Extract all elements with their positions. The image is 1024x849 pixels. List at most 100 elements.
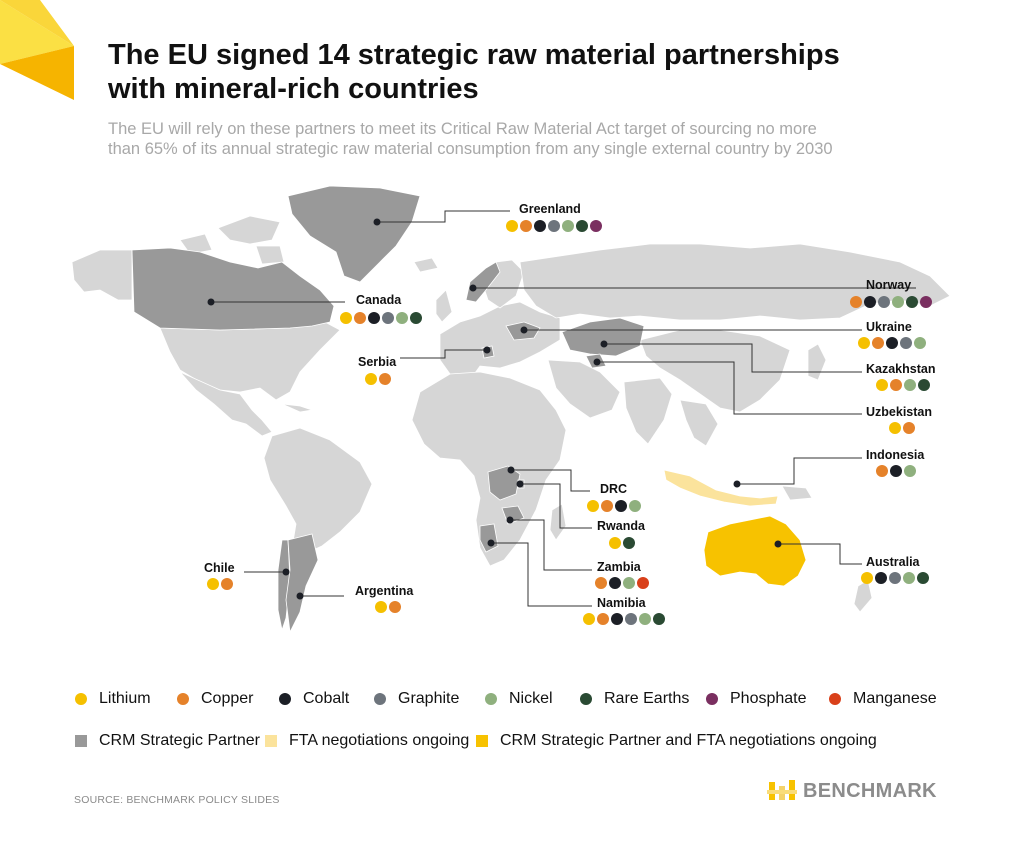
australia-marker — [774, 540, 782, 548]
leader-lines — [211, 210, 916, 607]
dots-norway — [850, 296, 932, 308]
copper-dot — [221, 578, 233, 590]
dots-indonesia — [876, 465, 916, 477]
rare-earths-dot — [917, 572, 929, 584]
legend-item-copper: Copper — [177, 690, 253, 708]
dots-zambia — [595, 577, 649, 589]
legend-label: Phosphate — [730, 690, 807, 707]
rare-earths-dot — [653, 613, 665, 625]
cobalt-dot — [368, 312, 380, 324]
graphite-dot — [382, 312, 394, 324]
uk-shape — [435, 289, 453, 323]
japan-shape — [807, 343, 827, 381]
rare-earths-dot — [576, 220, 588, 232]
canada-marker — [207, 298, 215, 306]
title-line: The EU signed 14 strategic raw material … — [108, 39, 840, 71]
dots-uzbekistan — [889, 422, 915, 434]
lithium-dot — [583, 613, 595, 625]
crm-and-fta-swatch — [476, 735, 488, 747]
madagascar-shape — [549, 503, 567, 541]
copper-dot — [520, 220, 532, 232]
subtitle-line: than 65% of its annual strategic raw mat… — [108, 140, 833, 158]
label-australia: Australia — [866, 555, 920, 569]
australia-shape — [703, 515, 807, 587]
nickel-dot — [903, 572, 915, 584]
copper-dot — [903, 422, 915, 434]
legend-item-graphite: Graphite — [374, 690, 459, 708]
label-zambia: Zambia — [597, 560, 641, 574]
drc-marker — [507, 466, 515, 474]
nickel-dot — [904, 465, 916, 477]
land-masses — [71, 215, 951, 613]
manganese-dot — [637, 577, 649, 589]
legend-item-phosphate: Phosphate — [706, 690, 807, 708]
nickel-dot — [639, 613, 651, 625]
namibia-marker — [487, 539, 495, 547]
legend-label: Copper — [201, 690, 254, 707]
graphite-swatch — [374, 693, 386, 705]
cobalt-dot — [890, 465, 902, 477]
dots-namibia — [583, 613, 665, 625]
copper-dot — [379, 373, 391, 385]
copper-dot — [389, 601, 401, 613]
copper-dot — [595, 577, 607, 589]
indonesia-shape — [663, 469, 779, 507]
dots-canada — [340, 312, 422, 324]
south-america-shape — [263, 427, 373, 557]
lithium-dot — [587, 500, 599, 512]
nickel-dot — [904, 379, 916, 391]
cobalt-dot — [886, 337, 898, 349]
nickel-dot — [914, 337, 926, 349]
copper-dot — [876, 465, 888, 477]
crm-and-fta-shapes — [703, 515, 807, 587]
label-rwanda: Rwanda — [597, 519, 645, 533]
label-chile: Chile — [204, 561, 235, 575]
lithium-dot — [340, 312, 352, 324]
label-namibia: Namibia — [597, 596, 646, 610]
page-subtitle: The EU will rely on these partners to me… — [108, 119, 988, 159]
copper-dot — [890, 379, 902, 391]
middle-east-shape — [547, 359, 621, 419]
dots-argentina — [375, 601, 401, 613]
legend-item-fta: FTA negotiations ongoing — [265, 732, 469, 750]
cobalt-dot — [875, 572, 887, 584]
arctic-islands-shape — [217, 215, 281, 245]
lithium-dot — [609, 537, 621, 549]
lithium-dot — [861, 572, 873, 584]
cobalt-dot — [534, 220, 546, 232]
world-map — [71, 185, 951, 634]
usa-shape — [159, 321, 341, 401]
logo-text: BENCHMARK — [803, 779, 937, 802]
rare-earths-dot — [918, 379, 930, 391]
rare-earths-dot — [410, 312, 422, 324]
copper-dot — [872, 337, 884, 349]
label-argentina: Argentina — [355, 584, 414, 598]
fta-swatch — [265, 735, 277, 747]
graphite-dot — [878, 296, 890, 308]
legend-label: Nickel — [509, 690, 553, 707]
dots-kazakhstan — [876, 379, 930, 391]
africa-shape — [411, 371, 567, 567]
nickel-dot — [892, 296, 904, 308]
drc-shape — [487, 465, 521, 501]
fta-shapes — [663, 469, 779, 507]
legend-item-lithium: Lithium — [75, 690, 151, 708]
cobalt-dot — [611, 613, 623, 625]
rwanda-marker — [516, 480, 524, 488]
copper-dot — [597, 613, 609, 625]
benchmark-logo: BENCHMARK — [767, 778, 937, 804]
corner-accent-shape — [0, 0, 74, 100]
png-shape — [781, 485, 813, 501]
canada-shape — [131, 247, 335, 331]
legend-label: Graphite — [398, 690, 460, 707]
ukraine-marker — [520, 326, 528, 334]
rare-earths-dot — [906, 296, 918, 308]
phosphate-swatch — [706, 693, 718, 705]
greenland-shape — [287, 185, 421, 283]
legend-label: Manganese — [853, 690, 937, 707]
legend-label: Cobalt — [303, 690, 350, 707]
logo-icon — [767, 780, 797, 800]
mexico-shape — [179, 371, 273, 437]
greenland-marker — [373, 218, 381, 226]
dots-rwanda — [609, 537, 635, 549]
